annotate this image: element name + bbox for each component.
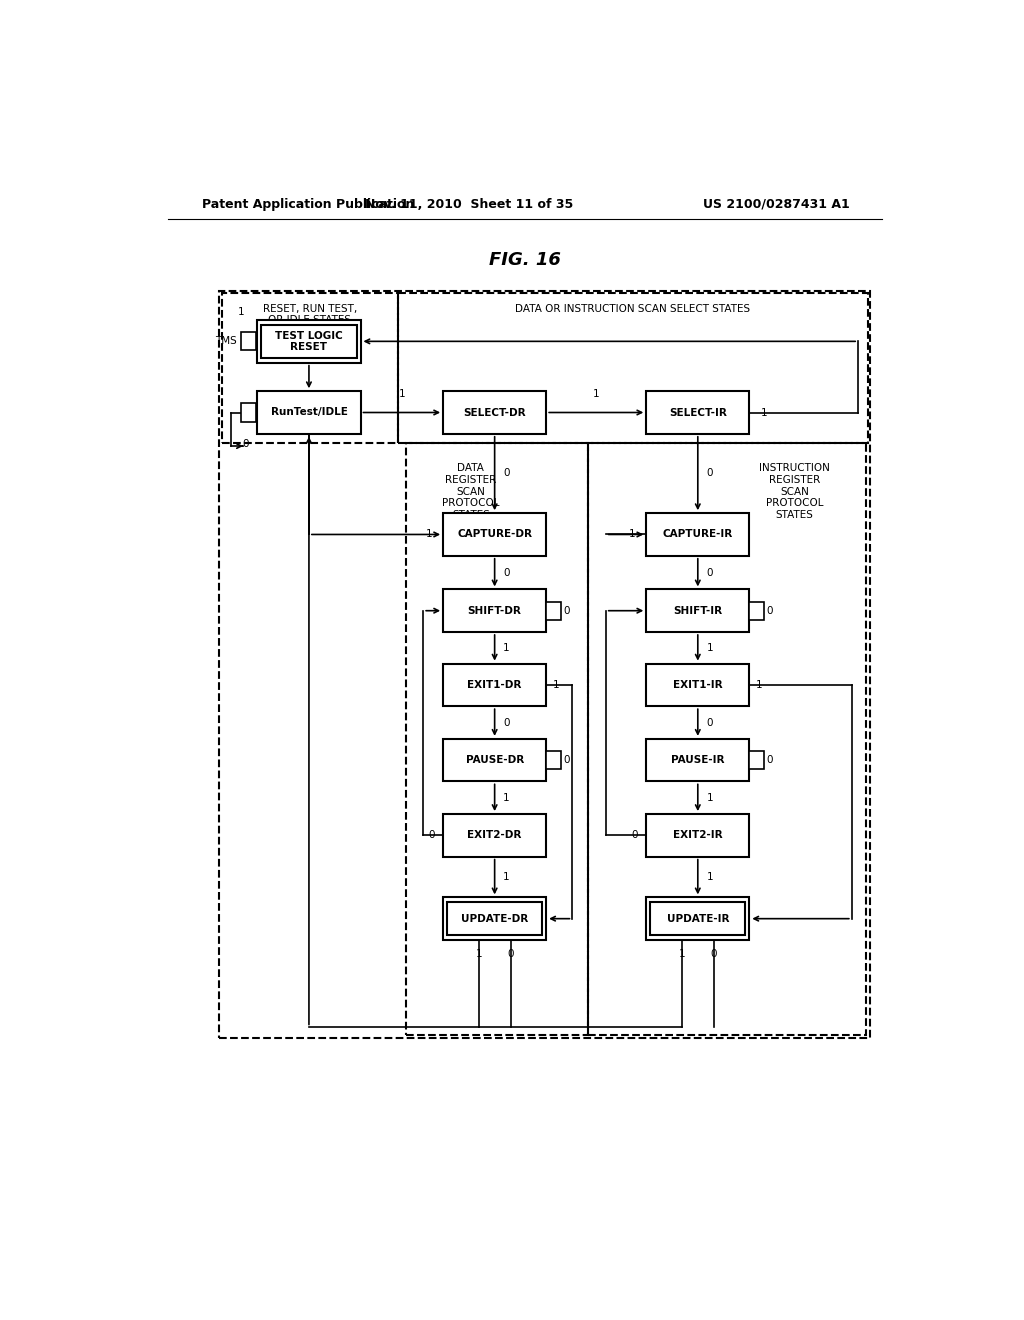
Text: SELECT-DR: SELECT-DR	[463, 408, 526, 417]
Text: 0: 0	[563, 606, 570, 615]
Bar	[546, 602, 560, 620]
Text: EXIT1-IR: EXIT1-IR	[673, 680, 723, 690]
Text: 1: 1	[239, 306, 245, 317]
Text: TMS: TMS	[215, 337, 237, 346]
Text: 1: 1	[629, 529, 635, 540]
FancyBboxPatch shape	[257, 319, 360, 363]
FancyBboxPatch shape	[261, 325, 356, 358]
Text: CAPTURE-IR: CAPTURE-IR	[663, 529, 733, 540]
FancyBboxPatch shape	[443, 513, 546, 556]
Text: Patent Application Publication: Patent Application Publication	[202, 198, 414, 211]
Text: 0: 0	[504, 568, 510, 578]
Text: 1: 1	[679, 949, 685, 960]
Text: 1: 1	[503, 643, 510, 653]
FancyBboxPatch shape	[646, 898, 750, 940]
Text: PAUSE-DR: PAUSE-DR	[466, 755, 523, 766]
Bar	[546, 751, 560, 770]
FancyBboxPatch shape	[650, 903, 745, 935]
Text: 1: 1	[503, 873, 510, 882]
Text: 0: 0	[767, 755, 773, 766]
FancyBboxPatch shape	[443, 739, 546, 781]
FancyBboxPatch shape	[646, 814, 750, 857]
FancyBboxPatch shape	[443, 814, 546, 857]
Text: FIG. 16: FIG. 16	[488, 251, 561, 269]
Text: 1: 1	[425, 529, 432, 540]
Text: 0: 0	[507, 949, 514, 960]
Text: EXIT2-DR: EXIT2-DR	[467, 830, 522, 841]
Text: US 2100/0287431 A1: US 2100/0287431 A1	[703, 198, 850, 211]
Text: SELECT-IR: SELECT-IR	[669, 408, 727, 417]
Text: RESET, RUN TEST,
OR IDLE STATES: RESET, RUN TEST, OR IDLE STATES	[262, 304, 356, 325]
FancyBboxPatch shape	[646, 664, 750, 706]
Text: 1: 1	[707, 873, 713, 882]
Text: 1: 1	[756, 680, 762, 690]
FancyBboxPatch shape	[646, 739, 750, 781]
Text: 0: 0	[707, 568, 713, 578]
Text: 1: 1	[761, 408, 767, 417]
Text: 0: 0	[711, 949, 717, 960]
Text: EXIT1-DR: EXIT1-DR	[467, 680, 522, 690]
Text: 1: 1	[475, 949, 482, 960]
FancyBboxPatch shape	[646, 391, 750, 434]
Text: 0: 0	[504, 469, 510, 478]
Text: 1: 1	[707, 793, 713, 803]
Text: EXIT2-IR: EXIT2-IR	[673, 830, 723, 841]
Text: SHIFT-IR: SHIFT-IR	[673, 606, 722, 615]
FancyBboxPatch shape	[443, 391, 546, 434]
FancyBboxPatch shape	[443, 589, 546, 632]
Text: TEST LOGIC
RESET: TEST LOGIC RESET	[275, 330, 343, 352]
Text: 1: 1	[552, 680, 559, 690]
Bar	[242, 404, 256, 421]
Text: 0: 0	[428, 830, 434, 841]
Text: 0: 0	[243, 440, 249, 449]
Text: Nov. 11, 2010  Sheet 11 of 35: Nov. 11, 2010 Sheet 11 of 35	[366, 198, 573, 211]
Text: 0: 0	[504, 718, 510, 727]
Text: CAPTURE-DR: CAPTURE-DR	[457, 529, 532, 540]
Text: SHIFT-DR: SHIFT-DR	[468, 606, 521, 615]
FancyBboxPatch shape	[443, 898, 546, 940]
Text: DATA
REGISTER
SCAN
PROTOCOL
STATES: DATA REGISTER SCAN PROTOCOL STATES	[442, 463, 500, 520]
FancyBboxPatch shape	[447, 903, 543, 935]
Text: 1: 1	[398, 389, 406, 399]
FancyBboxPatch shape	[443, 664, 546, 706]
Bar	[750, 602, 764, 620]
FancyBboxPatch shape	[646, 513, 750, 556]
Text: 0: 0	[707, 718, 713, 727]
Text: 0: 0	[563, 755, 570, 766]
Text: UPDATE-DR: UPDATE-DR	[461, 913, 528, 924]
Text: 1: 1	[707, 643, 713, 653]
Text: 1: 1	[503, 793, 510, 803]
Bar	[242, 333, 256, 351]
Text: UPDATE-IR: UPDATE-IR	[667, 913, 729, 924]
Text: INSTRUCTION
REGISTER
SCAN
PROTOCOL
STATES: INSTRUCTION REGISTER SCAN PROTOCOL STATE…	[759, 463, 830, 520]
FancyBboxPatch shape	[646, 589, 750, 632]
Text: 0: 0	[767, 606, 773, 615]
FancyBboxPatch shape	[257, 391, 360, 434]
Text: RunTest/IDLE: RunTest/IDLE	[270, 408, 347, 417]
Text: PAUSE-IR: PAUSE-IR	[671, 755, 725, 766]
Bar	[750, 751, 764, 770]
Text: 0: 0	[631, 830, 638, 841]
Text: 0: 0	[707, 469, 713, 478]
Text: 1: 1	[593, 389, 599, 399]
Text: DATA OR INSTRUCTION SCAN SELECT STATES: DATA OR INSTRUCTION SCAN SELECT STATES	[515, 304, 751, 314]
